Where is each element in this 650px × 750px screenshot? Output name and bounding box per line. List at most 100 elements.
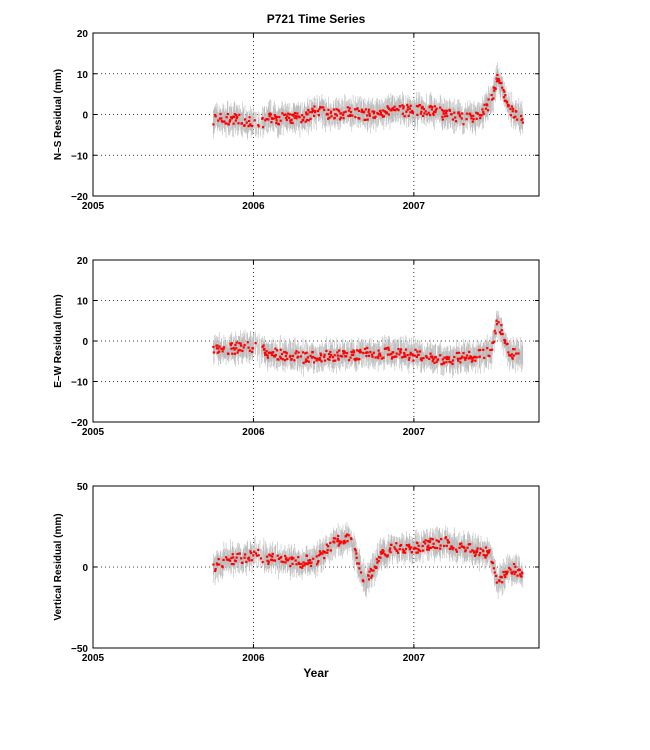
data-point [328,116,331,119]
data-point [269,554,272,557]
data-point [381,549,384,552]
y-tick-label: 0 [82,337,88,348]
data-point [374,115,377,118]
data-point [372,112,375,115]
data-point [510,353,513,356]
error-bars [213,62,524,140]
data-point [414,547,418,550]
data-point [448,109,451,112]
data-point [433,546,437,549]
data-point [472,551,476,554]
data-point [444,356,447,359]
data-point [271,552,274,556]
data-point [323,359,327,362]
data-point [498,81,501,84]
data-points [212,73,524,129]
data-point [437,540,441,543]
data-point [429,113,432,117]
data-point [251,124,254,128]
data-point [291,562,294,566]
data-point [507,351,510,354]
data-point [257,124,260,127]
data-point [333,541,336,544]
data-point [450,113,453,116]
data-point [371,110,374,113]
data-point [263,347,266,351]
data-point [431,105,434,109]
data-point [395,542,398,545]
data-point [478,355,481,358]
data-point [402,105,405,108]
data-point [238,342,241,345]
data-point [243,118,247,121]
data-point [351,114,354,117]
data-point [289,565,292,568]
data-point [451,359,455,362]
data-point [509,568,512,571]
data-point [308,111,311,114]
data-point [319,352,322,355]
data-point [386,105,389,108]
data-point [261,116,264,120]
data-point [237,122,240,125]
data-point [395,352,398,355]
data-point [229,342,232,345]
data-point [403,351,406,355]
data-point [284,354,288,358]
data-point [472,550,475,553]
y-tick-label: 10 [77,70,89,81]
data-point [482,550,485,553]
data-point [415,355,419,358]
data-point [238,113,241,116]
data-point [232,563,235,566]
data-point [508,353,511,357]
data-point [341,113,345,116]
data-point [349,356,352,359]
data-point [294,559,297,562]
data-point [503,574,506,577]
data-point [391,356,394,359]
data-point [432,357,435,360]
data-point [512,116,516,119]
data-point [512,570,515,573]
data-point [239,342,242,345]
data-point [408,356,411,359]
data-point [226,112,230,116]
data-point [295,563,298,566]
data-point [388,549,391,552]
data-point [483,356,486,360]
data-point [284,116,288,120]
data-point [515,352,518,355]
data-point [414,354,417,357]
data-point [373,116,376,120]
data-point [232,122,235,125]
data-point [307,119,310,122]
data-point [461,112,464,115]
data-point [407,106,410,109]
data-point [491,561,495,565]
data-point [504,570,507,573]
data-point [302,561,305,564]
data-point [445,544,448,547]
data-point [441,118,444,121]
data-point [432,112,435,115]
data-point [319,553,322,556]
y-tick-label: −10 [71,378,88,389]
data-point [486,550,489,554]
y-axis-label: N–S Residual (mm) [53,69,64,160]
data-point [248,559,251,562]
data-point [458,357,462,360]
data-point [358,567,361,570]
data-point [371,355,374,358]
data-point [381,551,385,554]
data-point [368,112,371,115]
data-point [469,112,472,115]
axes-box [92,259,540,423]
data-point [310,111,313,114]
data-point [401,112,404,115]
data-point [459,361,462,364]
data-point [495,77,498,80]
data-point [441,358,444,361]
data-point [243,553,247,556]
data-point [297,351,300,354]
